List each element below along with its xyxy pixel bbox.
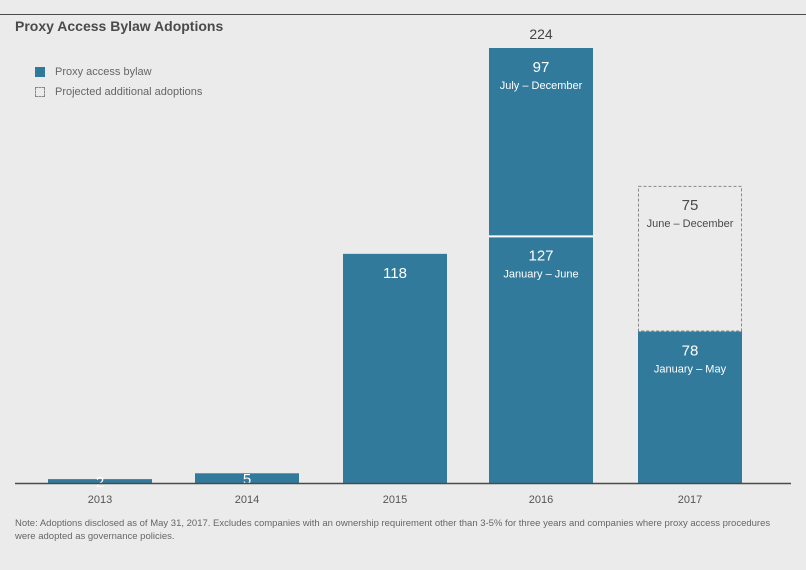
legend-swatch-dashed <box>35 87 45 97</box>
value-label-2017: 75 <box>682 197 699 214</box>
value-label-2016: 127 <box>528 247 553 264</box>
x-tick-label-2013: 2013 <box>88 494 112 506</box>
chart-title: Proxy Access Bylaw Adoptions <box>15 18 224 34</box>
legend-swatch-solid <box>35 67 45 77</box>
value-label-2013: 2 <box>96 474 104 491</box>
bar-chart: 2 2013 5 2014 118 2015 127 January – June 97 July… <box>15 26 791 506</box>
value-label-2017: 78 <box>682 343 699 360</box>
footnote: Note: Adoptions disclosed as of May 31, … <box>15 518 771 542</box>
value-label-2016: 97 <box>533 59 550 76</box>
total-label-2016: 224 <box>529 26 553 42</box>
segment-label-2017: January – May <box>654 364 727 376</box>
value-label-2014: 5 <box>243 471 251 488</box>
legend: Proxy access bylaw Projected additional … <box>35 62 202 102</box>
value-label-2015: 118 <box>383 265 407 282</box>
bar-2015-seg0 <box>343 253 447 483</box>
bar-2017-seg0 <box>638 331 742 483</box>
legend-label: Proxy access bylaw <box>55 66 152 78</box>
x-tick-label-2015: 2015 <box>383 494 407 506</box>
segment-label-2016: January – June <box>503 268 578 280</box>
bar-2014-seg0 <box>195 473 299 483</box>
bar-2013-seg0 <box>48 479 152 483</box>
legend-item-proxy-access: Proxy access bylaw <box>35 62 202 82</box>
legend-label: Projected additional adoptions <box>55 86 203 98</box>
x-tick-label-2017: 2017 <box>678 494 702 506</box>
x-tick-label-2016: 2016 <box>529 494 553 506</box>
bar-2016-seg0 <box>489 236 593 483</box>
legend-item-projected: Projected additional adoptions <box>35 82 202 102</box>
x-tick-label-2014: 2014 <box>235 494 259 506</box>
segment-label-2017: June – December <box>647 218 734 230</box>
top-rule <box>0 14 806 15</box>
segment-label-2016: July – December <box>500 80 583 92</box>
bar-projected-2017 <box>638 185 742 332</box>
bar-2016-seg1 <box>489 48 593 237</box>
